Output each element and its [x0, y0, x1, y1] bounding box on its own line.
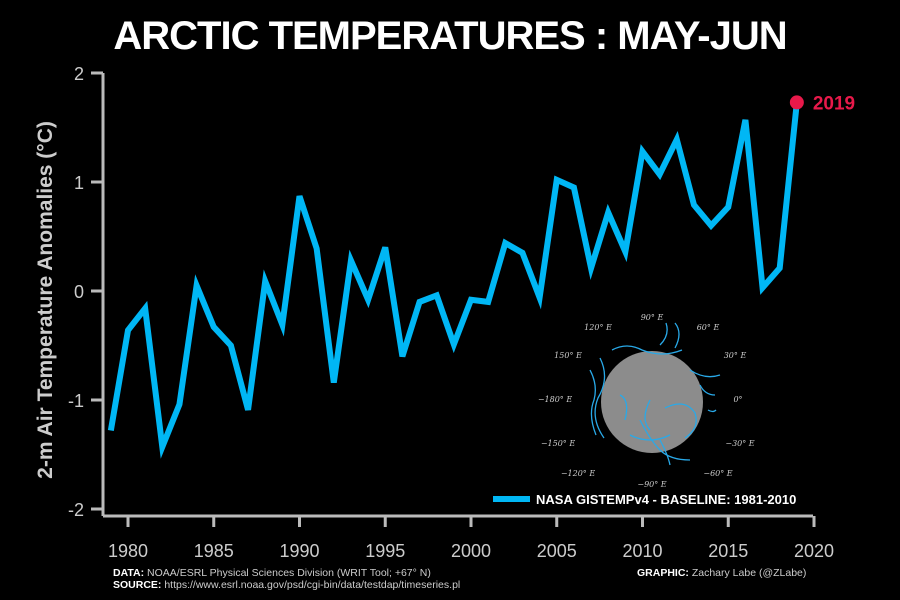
x-tick-label: 1980: [108, 541, 148, 561]
map-label: −120° E: [561, 469, 596, 478]
data-label: DATA:: [113, 567, 145, 579]
x-tick-label: 1995: [365, 541, 405, 561]
x-tick-label: 2005: [537, 541, 577, 561]
map-label: 0°: [733, 395, 742, 404]
map-label: −30° E: [725, 439, 754, 448]
map-label: −150° E: [541, 439, 576, 448]
map-label: 30° E: [724, 351, 747, 360]
highlight-label: 2019: [813, 93, 855, 114]
y-tick-label: 1: [74, 173, 84, 193]
source-text: https://www.esrl.noaa.gov/psd/cgi-bin/da…: [161, 579, 461, 591]
source-label: SOURCE:: [113, 579, 162, 591]
x-tick-label: 1990: [279, 541, 319, 561]
legend-label: NASA GISTEMPv4 - BASELINE: 1981-2010: [536, 492, 796, 507]
footer-data: DATA: NOAA/ESRL Physical Sciences Divisi…: [113, 567, 460, 591]
y-axis-label: 2-m Air Temperature Anomalies (°C): [34, 121, 57, 479]
graphic-label: GRAPHIC:: [637, 567, 689, 579]
x-tick-label: 1985: [194, 541, 234, 561]
highlight-point: [789, 95, 804, 110]
x-tick-label: 2020: [794, 541, 834, 561]
inset-map: 90° E 60° E 30° E 0° −30° E −60° E −90° E −120°…: [538, 313, 755, 489]
arctic-map-circle: [601, 351, 703, 453]
y-tick-label: 0: [74, 282, 84, 302]
y-tick-label: -2: [68, 500, 84, 520]
x-tick-label: 2015: [708, 541, 748, 561]
coastline-icon: [589, 322, 721, 466]
graphic-text: Zachary Labe (@ZLabe): [688, 567, 807, 579]
x-tick-label: 2000: [451, 541, 491, 561]
map-label: 150° E: [554, 351, 582, 360]
y-tick-label: 2: [74, 64, 84, 84]
footer-graphic: GRAPHIC: Zachary Labe (@ZLabe): [637, 567, 806, 579]
legend: NASA GISTEMPv4 - BASELINE: 1981-2010: [493, 492, 796, 507]
data-text: NOAA/ESRL Physical Sciences Division (WR…: [144, 567, 431, 579]
map-label: −60° E: [703, 469, 732, 478]
y-tick-label: -1: [68, 391, 84, 411]
map-label: −180° E: [538, 395, 573, 404]
map-label: 120° E: [584, 323, 612, 332]
map-label: 60° E: [697, 323, 720, 332]
map-label: 90° E: [641, 313, 664, 322]
x-tick-label: 2010: [622, 541, 662, 561]
map-label: −90° E: [637, 480, 666, 489]
chart-title: ARCTIC TEMPERATURES : MAY-JUN: [113, 14, 787, 58]
